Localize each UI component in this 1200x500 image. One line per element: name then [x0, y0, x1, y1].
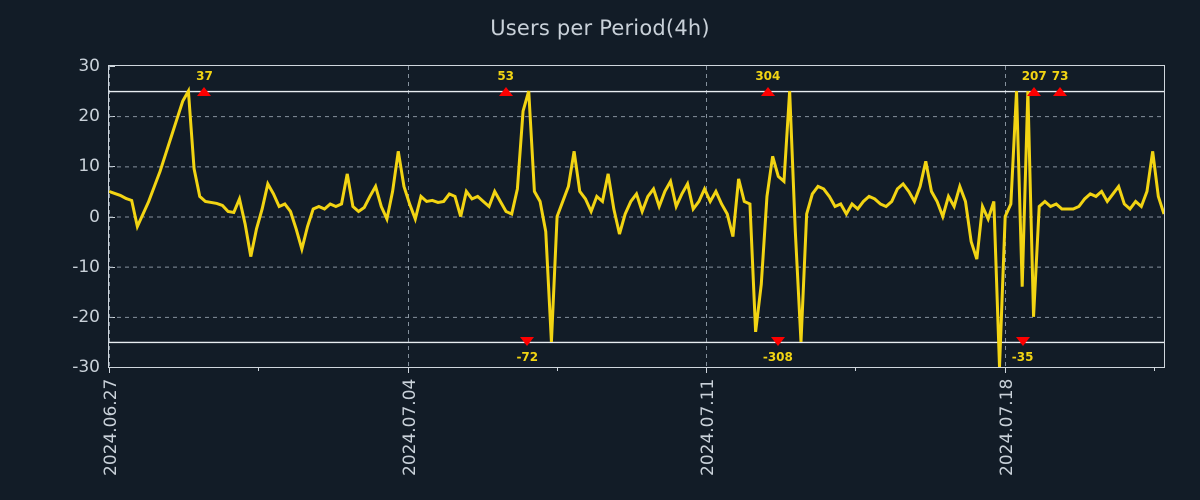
x-tick-mark	[407, 367, 409, 373]
annotation-marker	[760, 87, 775, 97]
y-tick-label: -10	[72, 256, 100, 277]
y-tick-mark	[109, 66, 115, 67]
x-tick-mark	[1004, 367, 1006, 373]
x-tick-mark-minor	[855, 367, 857, 371]
x-tick-mark	[109, 367, 110, 373]
y-tick-label: -20	[72, 306, 100, 327]
annotation-label: 37	[196, 69, 213, 84]
annotation-label: 207	[1021, 69, 1047, 84]
annotation-label: 53	[497, 69, 515, 84]
y-tick-label: 0	[89, 206, 100, 227]
x-tick-label: 2024.07.11	[698, 378, 719, 476]
x-tick-mark	[706, 367, 708, 373]
plot-area	[108, 65, 1165, 368]
x-tick-label: 2024.07.18	[996, 378, 1017, 476]
annotation-label: -35	[1011, 349, 1034, 364]
data-series-line	[109, 86, 1164, 367]
chart-title: Users per Period(4h)	[490, 16, 710, 40]
annotation-marker	[498, 87, 513, 97]
annotation-label: -308	[762, 349, 793, 364]
annotation-marker	[1053, 87, 1068, 97]
y-tick-label: 10	[78, 156, 100, 177]
y-tick-label: 20	[78, 106, 100, 127]
y-tick-label: 30	[78, 56, 100, 76]
x-tick-mark-minor	[556, 367, 558, 371]
annotation-label: 73	[1051, 69, 1069, 84]
annotation-marker	[1015, 336, 1030, 346]
y-tick-label: -30	[72, 357, 100, 377]
x-tick-label: 2024.07.04	[399, 378, 420, 476]
annotation-label: -72	[516, 349, 539, 364]
annotation-marker	[197, 87, 212, 97]
annotation-label: 304	[755, 69, 781, 84]
x-tick-label: 2024.06.27	[101, 378, 121, 476]
series-plot	[109, 66, 1164, 367]
x-tick-mark-minor	[1153, 367, 1155, 371]
annotation-marker	[520, 336, 535, 346]
annotation-marker	[770, 336, 785, 346]
annotation-marker	[1027, 87, 1042, 97]
x-tick-mark-minor	[258, 367, 260, 371]
